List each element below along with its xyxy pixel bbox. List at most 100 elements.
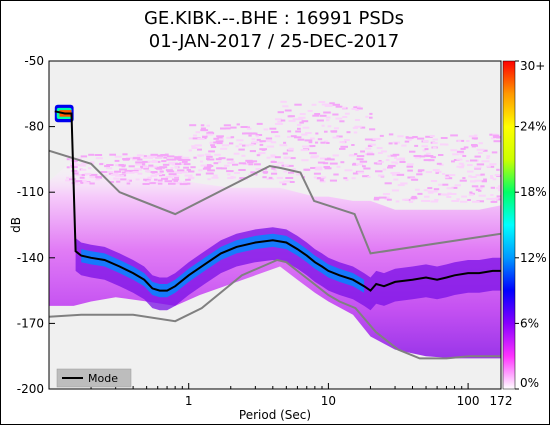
psd-speckle [323,111,331,114]
psd-speckle [346,131,351,134]
psd-speckle [335,105,343,108]
psd-speckle [461,164,465,167]
psd-speckle [342,116,348,118]
psd-speckle [288,171,295,174]
psd-speckle [200,124,205,127]
psd-speckle [198,154,202,157]
psd-speckle [104,165,110,168]
psd-speckle [446,196,452,198]
psd-speckle [432,190,438,193]
psd-speckle [195,131,200,134]
psd-speckle [335,117,343,120]
psd-speckle [88,153,94,156]
psd-speckle [493,140,501,143]
psd-speckle [149,182,156,185]
psd-speckle [329,162,338,165]
psd-speckle [476,200,484,203]
psd-speckle [332,154,339,157]
psd-speckle [323,166,330,168]
psd-speckle [148,164,154,167]
psd-speckle [344,169,353,172]
psd-speckle [421,145,428,148]
psd-speckle [205,167,211,170]
psd-speckle [193,134,197,137]
psd-speckle [490,177,494,179]
psd-speckle [256,138,261,141]
psd-speckle [321,124,325,127]
psd-speckle [336,135,343,138]
psd-speckle [244,132,252,135]
psd-speckle [393,171,400,174]
low-noise-model-line [49,258,501,360]
psd-speckle [290,135,297,138]
psd-speckle [160,166,168,169]
psd-speckle [148,177,152,180]
psd-speckle [315,166,323,169]
psd-speckle [340,161,345,164]
psd-speckle [213,137,219,140]
psd-speckle [265,137,273,140]
psd-speckle [367,176,371,178]
psd-speckle [90,161,95,164]
psd-speckle [457,140,462,143]
psd-speckle [410,177,417,180]
psd-speckle [164,180,173,183]
psd-speckle [249,150,256,153]
psd-speckle [283,170,288,173]
psd-speckle [470,176,477,178]
psd-scatter-speckles [64,100,501,203]
psd-speckle [425,135,433,138]
psd-speckle [285,177,294,179]
psd-speckle [325,119,330,122]
psd-speckle [264,140,273,143]
psd-speckle [287,135,291,138]
psd-speckle [400,182,408,185]
psd-speckle [73,172,79,175]
psd-speckle [126,179,130,182]
psd-speckle [125,171,130,174]
psd-speckle [178,159,185,161]
psd-speckle [120,178,127,181]
psd-speckle [409,150,416,153]
psd-speckle [166,155,175,158]
psd-speckle [456,198,460,201]
psd-speckle [339,120,345,123]
y-tick-label: -200 [17,382,44,396]
psd-speckle [221,167,227,170]
psd-speckle [404,140,410,143]
colorbar-ticks: 0% 6% 12% 18% 24% 30+ [515,59,547,390]
psd-speckle [452,153,459,156]
psd-speckle [166,170,175,173]
psd-speckle [387,166,394,169]
psd-speckle [256,154,260,157]
psd-speckle [216,167,223,170]
psd-speckle [323,140,329,143]
psd-speckle [175,163,182,165]
psd-speckle [271,172,278,175]
psd-speckle [301,159,309,162]
psd-speckle [375,170,383,173]
psd-speckle [255,134,263,136]
psd-speckle [435,170,439,173]
psd-speckle [121,174,127,177]
psd-speckle [155,167,162,170]
psd-speckle [460,147,466,150]
psd-speckle [386,198,392,201]
psd-speckle [382,193,389,196]
psd-speckle [481,160,490,163]
psd-speckle [294,103,302,106]
psd-speckle [298,116,306,119]
psd-speckle [99,163,104,166]
psd-speckle [312,114,320,117]
psd-speckle [325,116,331,119]
psd-speckle [113,177,120,180]
psd-speckle [174,166,179,169]
psd-speckle [234,171,240,174]
psd-speckle [122,153,128,156]
psd-speckle [387,164,396,167]
psd-speckle [109,153,116,156]
psd-speckle [411,178,419,181]
psd-speckle [299,121,304,124]
psd-speckle [289,181,295,183]
psd-speckle [296,123,302,126]
